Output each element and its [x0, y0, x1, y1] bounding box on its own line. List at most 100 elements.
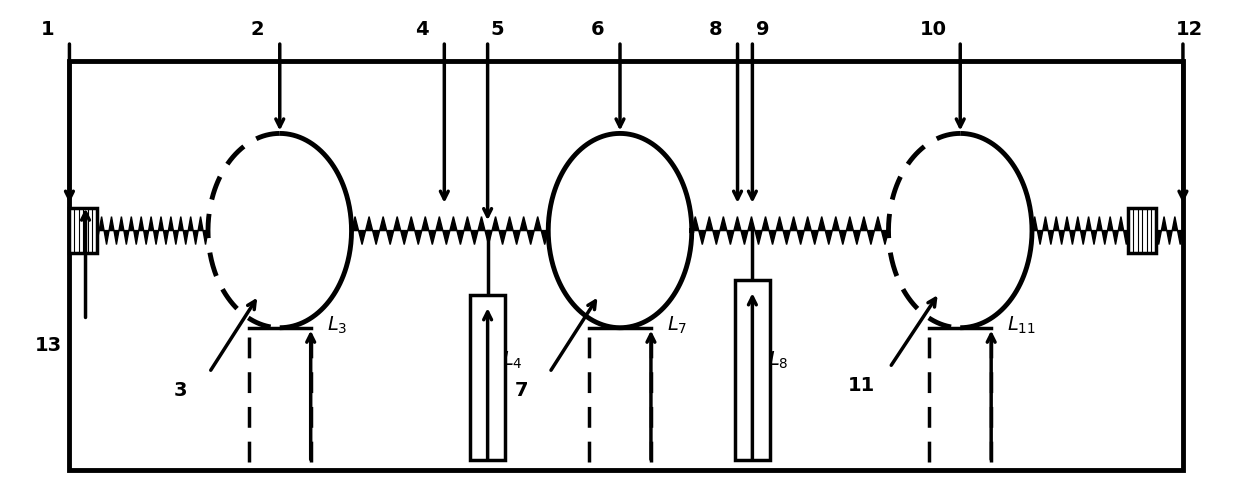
Polygon shape	[174, 230, 179, 244]
Text: $L_4$: $L_4$	[502, 350, 523, 371]
Polygon shape	[1080, 230, 1086, 244]
Polygon shape	[727, 230, 734, 244]
Polygon shape	[527, 230, 534, 244]
Polygon shape	[366, 216, 372, 230]
Polygon shape	[699, 230, 706, 244]
Bar	[69, 208, 97, 253]
Polygon shape	[1096, 216, 1102, 230]
Text: 3: 3	[174, 380, 187, 399]
Polygon shape	[159, 216, 164, 230]
Polygon shape	[456, 230, 464, 244]
Polygon shape	[99, 216, 104, 230]
Polygon shape	[1070, 230, 1075, 244]
Polygon shape	[784, 230, 790, 244]
Text: 1: 1	[41, 20, 55, 39]
Polygon shape	[755, 230, 763, 244]
Polygon shape	[485, 230, 492, 244]
Polygon shape	[1151, 216, 1156, 230]
Polygon shape	[450, 216, 456, 230]
Polygon shape	[443, 230, 450, 244]
Polygon shape	[1091, 230, 1096, 244]
Polygon shape	[193, 230, 198, 244]
Polygon shape	[408, 216, 414, 230]
Polygon shape	[1032, 216, 1038, 230]
Text: 11: 11	[848, 376, 875, 394]
Text: 4: 4	[415, 20, 429, 39]
Polygon shape	[868, 230, 874, 244]
Bar	[1128, 208, 1156, 253]
Text: $L_3$: $L_3$	[327, 315, 347, 336]
Polygon shape	[706, 216, 713, 230]
Bar	[735, 281, 770, 460]
Polygon shape	[464, 216, 471, 230]
Polygon shape	[471, 230, 477, 244]
Polygon shape	[1043, 216, 1048, 230]
Polygon shape	[164, 230, 169, 244]
Polygon shape	[534, 216, 541, 230]
Polygon shape	[790, 216, 797, 230]
Polygon shape	[492, 216, 498, 230]
Polygon shape	[1167, 230, 1172, 244]
Polygon shape	[139, 216, 144, 230]
Polygon shape	[435, 216, 443, 230]
Text: 2: 2	[250, 20, 264, 39]
Polygon shape	[861, 216, 868, 230]
Polygon shape	[144, 230, 149, 244]
Polygon shape	[114, 230, 119, 244]
Polygon shape	[184, 230, 188, 244]
Polygon shape	[541, 230, 548, 244]
Polygon shape	[520, 216, 527, 230]
Polygon shape	[74, 230, 79, 244]
Polygon shape	[1135, 230, 1140, 244]
Polygon shape	[713, 230, 720, 244]
Polygon shape	[882, 230, 889, 244]
Polygon shape	[805, 216, 811, 230]
Polygon shape	[401, 230, 408, 244]
Polygon shape	[1064, 216, 1070, 230]
Bar	[69, 61, 1183, 470]
Polygon shape	[94, 230, 99, 244]
Polygon shape	[387, 230, 393, 244]
Polygon shape	[1162, 216, 1167, 230]
Polygon shape	[826, 230, 832, 244]
Polygon shape	[1146, 230, 1151, 244]
Polygon shape	[839, 230, 847, 244]
Polygon shape	[129, 216, 134, 230]
Text: 12: 12	[1176, 20, 1203, 39]
Polygon shape	[351, 216, 358, 230]
Polygon shape	[203, 230, 208, 244]
Bar	[470, 296, 505, 460]
Ellipse shape	[548, 133, 692, 328]
Polygon shape	[720, 216, 727, 230]
Text: 10: 10	[920, 20, 946, 39]
Polygon shape	[498, 230, 506, 244]
Polygon shape	[1038, 230, 1043, 244]
Text: 8: 8	[708, 20, 722, 39]
Polygon shape	[853, 230, 861, 244]
Text: 7: 7	[515, 380, 528, 399]
Polygon shape	[393, 216, 401, 230]
Ellipse shape	[889, 133, 1032, 328]
Polygon shape	[1118, 216, 1123, 230]
Polygon shape	[797, 230, 805, 244]
Polygon shape	[742, 230, 748, 244]
Text: 6: 6	[591, 20, 605, 39]
Polygon shape	[1086, 216, 1091, 230]
Polygon shape	[513, 230, 520, 244]
Polygon shape	[1075, 216, 1080, 230]
Polygon shape	[832, 216, 839, 230]
Text: 13: 13	[35, 336, 62, 355]
Polygon shape	[198, 216, 203, 230]
Text: $L_8$: $L_8$	[769, 350, 789, 371]
Text: $L_7$: $L_7$	[667, 315, 687, 336]
Polygon shape	[818, 216, 826, 230]
Polygon shape	[372, 230, 379, 244]
Polygon shape	[847, 216, 853, 230]
Polygon shape	[1172, 216, 1178, 230]
Polygon shape	[89, 216, 94, 230]
Polygon shape	[1054, 216, 1059, 230]
Polygon shape	[1140, 216, 1146, 230]
Polygon shape	[1048, 230, 1054, 244]
Polygon shape	[1059, 230, 1064, 244]
Polygon shape	[358, 230, 366, 244]
